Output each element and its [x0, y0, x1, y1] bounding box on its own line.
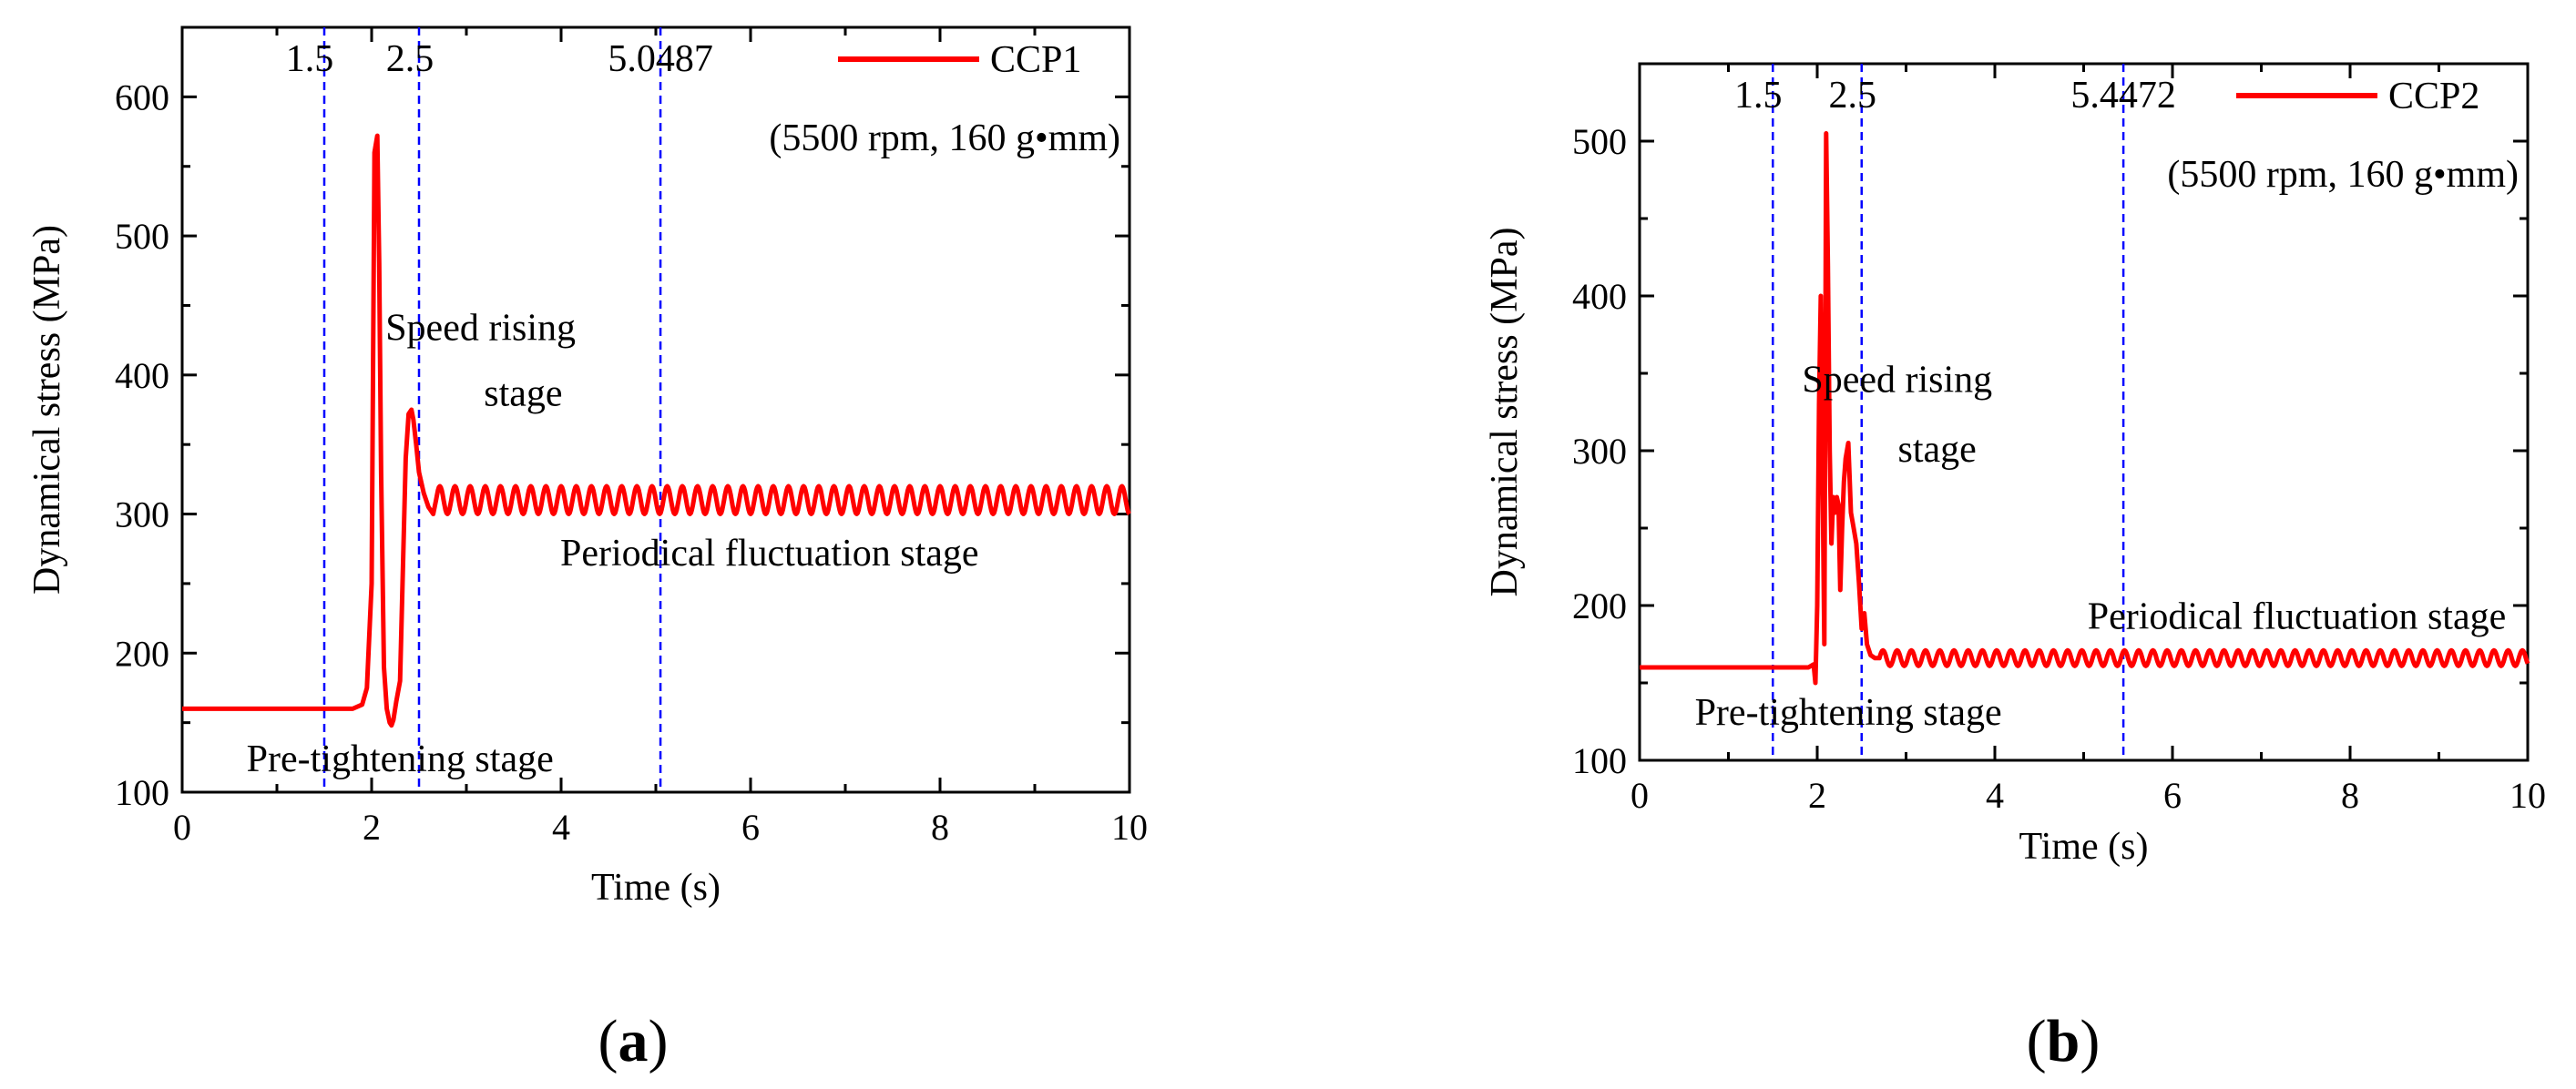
- annotation-periodical-a: Periodical fluctuation stage: [560, 533, 979, 575]
- y-tick-label-b: 400: [1572, 276, 1627, 317]
- chart-panel-a: 100 200 300 400 500 600 0 2 4 6 8 10 Time (s) Dyna…: [26, 25, 1148, 1074]
- caption-letter-a: a: [618, 1008, 649, 1074]
- x-tick-label-a: 6: [741, 807, 760, 848]
- annotation-speed-rising-a: Speed rising: [385, 308, 576, 350]
- svg-text:(a): (a): [598, 1008, 669, 1074]
- y-tick-labels-b: 100 200 300 400 500: [1572, 121, 1627, 781]
- vline-label-a-3: 5.0487: [608, 38, 713, 80]
- annotation-periodical-b: Periodical fluctuation stage: [2088, 596, 2507, 638]
- x-tick-label-b: 0: [1630, 775, 1649, 816]
- x-tick-labels-b: 0 2 4 6 8 10: [1630, 775, 2546, 816]
- caption-paren-close-b: ): [2080, 1008, 2100, 1074]
- caption-b: (b): [2027, 1008, 2101, 1074]
- annotation-stage-b: stage: [1897, 429, 1976, 471]
- vline-label-a-1: 1.5: [286, 38, 334, 80]
- x-axis-label-a: Time (s): [591, 867, 721, 909]
- x-axis-label-b: Time (s): [2019, 826, 2149, 868]
- caption-paren-open-b: (: [2027, 1008, 2047, 1074]
- annotation-speed-rising-b: Speed rising: [1802, 359, 1992, 401]
- y-axis-label-a: Dynamical stress (MPa): [26, 225, 68, 595]
- annotation-pretightening-a: Pre-tightening stage: [247, 738, 554, 780]
- y-tick-labels-a: 100 200 300 400 500 600: [115, 76, 169, 813]
- x-tick-label-b: 2: [1808, 775, 1826, 816]
- x-tick-label-a: 8: [931, 807, 949, 848]
- y-tick-label-a: 400: [115, 355, 169, 396]
- y-tick-label-a: 300: [115, 494, 169, 535]
- y-tick-label-a: 500: [115, 216, 169, 257]
- y-tick-label-a: 200: [115, 633, 169, 674]
- x-tick-label-a: 0: [173, 807, 191, 848]
- vline-label-b-2: 2.5: [1829, 75, 1877, 117]
- caption-letter-b: b: [2047, 1008, 2080, 1074]
- plot-area-a: [180, 25, 1131, 794]
- annotation-stage-a: stage: [484, 372, 562, 414]
- y-tick-label-a: 100: [115, 772, 169, 813]
- vline-label-b-3: 5.4472: [2070, 75, 2176, 117]
- x-tick-label-b: 6: [2163, 775, 2182, 816]
- x-tick-labels-a: 0 2 4 6 8 10: [173, 807, 1148, 848]
- legend-name-b: CCP2: [2388, 76, 2479, 117]
- caption-paren-close-a: ): [649, 1008, 669, 1074]
- y-tick-label-b: 500: [1572, 121, 1627, 162]
- y-axis-label-b: Dynamical stress (MPa): [1484, 228, 1526, 597]
- svg-text:(b): (b): [2027, 1008, 2101, 1074]
- x-tick-label-a: 2: [363, 807, 381, 848]
- annotation-pretightening-b: Pre-tightening stage: [1695, 692, 2002, 734]
- x-tick-label-a: 4: [552, 807, 570, 848]
- legend-condition-a: (5500 rpm, 160 g•mm): [769, 117, 1120, 159]
- legend-condition-b: (5500 rpm, 160 g•mm): [2167, 154, 2519, 196]
- y-tick-label-b: 200: [1572, 585, 1627, 626]
- x-tick-label-b: 10: [2510, 775, 2546, 816]
- vline-label-a-2: 2.5: [386, 38, 434, 80]
- vline-label-b-1: 1.5: [1734, 75, 1783, 117]
- y-tick-label-b: 100: [1572, 740, 1627, 781]
- plot-area-b: [1638, 62, 2530, 762]
- series-line-ccp1: [182, 133, 1131, 728]
- caption-paren-open-a: (: [598, 1008, 618, 1074]
- y-tick-label-a: 600: [115, 76, 169, 117]
- chart-panel-b: 100 200 300 400 500 0 2 4 6 8 10 Time (s) Dynamic…: [1484, 62, 2546, 1074]
- x-tick-label-a: 10: [1111, 807, 1148, 848]
- x-tick-label-b: 8: [2341, 775, 2359, 816]
- legend-name-a: CCP1: [990, 39, 1081, 81]
- y-tick-label-b: 300: [1572, 431, 1627, 472]
- series-line-ccp2: [1640, 131, 2530, 686]
- caption-a: (a): [598, 1008, 669, 1074]
- x-tick-label-b: 4: [1986, 775, 2004, 816]
